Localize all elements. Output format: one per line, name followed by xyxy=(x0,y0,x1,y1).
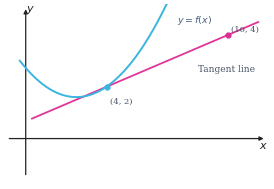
Text: $x$: $x$ xyxy=(259,141,268,151)
Text: Tangent line: Tangent line xyxy=(198,65,255,74)
Text: $y = f(x)$: $y = f(x)$ xyxy=(178,14,213,27)
Text: (4, 2): (4, 2) xyxy=(110,98,132,106)
Text: (10, 4): (10, 4) xyxy=(231,26,259,34)
Text: $y$: $y$ xyxy=(26,4,35,16)
